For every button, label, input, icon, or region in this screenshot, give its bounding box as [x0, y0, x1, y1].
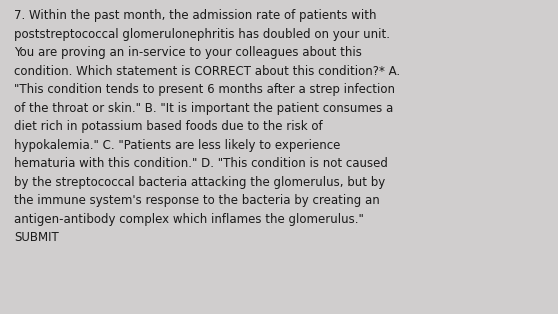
Text: 7. Within the past month, the admission rate of patients with
poststreptococcal : 7. Within the past month, the admission … — [14, 9, 400, 244]
